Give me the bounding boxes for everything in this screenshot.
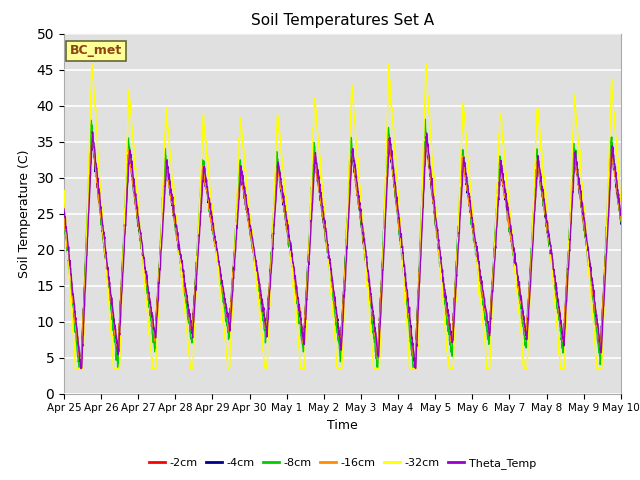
-32cm [505, 198, 513, 204]
-2cm [216, 272, 223, 277]
-8cm [371, 336, 379, 342]
-2cm [60, 215, 68, 220]
-32cm [72, 366, 79, 372]
-16cm [505, 222, 513, 228]
-32cm [568, 154, 576, 160]
-2cm [359, 224, 367, 230]
Line: -8cm: -8cm [64, 119, 621, 369]
Line: -16cm: -16cm [64, 134, 621, 369]
Theta_Temp [216, 264, 223, 269]
-4cm [359, 233, 367, 239]
-16cm [88, 132, 96, 137]
-4cm [88, 132, 96, 137]
-32cm [617, 198, 625, 204]
Y-axis label: Soil Temperature (C): Soil Temperature (C) [18, 149, 31, 278]
-4cm [584, 249, 591, 255]
-32cm [584, 252, 591, 258]
Theta_Temp [77, 366, 84, 372]
-32cm [216, 284, 223, 289]
Line: Theta_Temp: Theta_Temp [64, 132, 621, 369]
-2cm [584, 249, 591, 254]
Line: -2cm: -2cm [64, 131, 621, 369]
-16cm [359, 228, 367, 234]
Text: BC_met: BC_met [70, 44, 122, 58]
Theta_Temp [371, 329, 379, 335]
Theta_Temp [505, 211, 513, 216]
-4cm [617, 221, 625, 227]
-2cm [568, 192, 576, 198]
Theta_Temp [89, 129, 97, 135]
-32cm [60, 192, 68, 198]
-16cm [216, 267, 223, 273]
-8cm [568, 173, 576, 179]
-2cm [617, 215, 625, 220]
-16cm [77, 366, 84, 372]
-4cm [568, 193, 576, 199]
-2cm [88, 128, 96, 134]
Theta_Temp [60, 206, 68, 212]
Title: Soil Temperatures Set A: Soil Temperatures Set A [251, 13, 434, 28]
Legend: -2cm, -4cm, -8cm, -16cm, -32cm, Theta_Temp: -2cm, -4cm, -8cm, -16cm, -32cm, Theta_Te… [144, 453, 541, 473]
-32cm [371, 366, 379, 372]
-8cm [216, 265, 223, 271]
-16cm [371, 333, 379, 338]
-4cm [60, 213, 68, 219]
Line: -32cm: -32cm [64, 64, 621, 369]
-16cm [584, 253, 591, 259]
-2cm [371, 327, 379, 333]
-4cm [371, 329, 379, 335]
Theta_Temp [359, 226, 367, 231]
-2cm [505, 212, 513, 218]
-16cm [60, 212, 68, 218]
-4cm [216, 270, 223, 276]
-8cm [617, 219, 625, 225]
Line: -4cm: -4cm [64, 134, 621, 369]
X-axis label: Time: Time [327, 419, 358, 432]
-16cm [617, 216, 625, 222]
-8cm [422, 116, 429, 122]
-8cm [75, 366, 83, 372]
Theta_Temp [568, 203, 576, 208]
-32cm [422, 61, 430, 67]
-8cm [359, 235, 367, 241]
-2cm [77, 366, 84, 372]
-4cm [77, 366, 84, 372]
Theta_Temp [584, 242, 591, 248]
-8cm [584, 254, 591, 260]
-32cm [359, 219, 367, 225]
Theta_Temp [617, 207, 625, 213]
-8cm [505, 214, 513, 219]
-4cm [505, 219, 513, 225]
-16cm [568, 192, 576, 198]
-8cm [60, 215, 68, 220]
